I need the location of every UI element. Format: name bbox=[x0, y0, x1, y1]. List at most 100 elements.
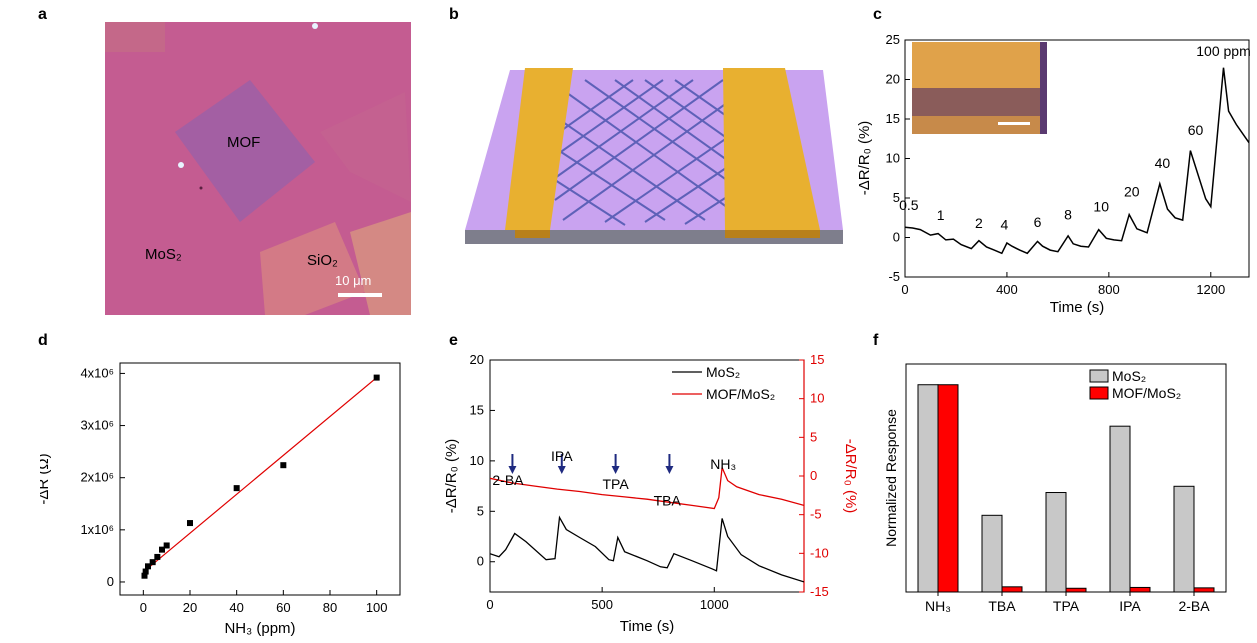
plot-frame-d bbox=[119, 362, 401, 596]
y-tick-label: 0 bbox=[893, 230, 900, 245]
scale-bar-label: 10 μm bbox=[335, 273, 372, 288]
y-axis-label-c: -ΔR/R₀ (%) bbox=[856, 121, 873, 196]
concentration-label: 4 bbox=[1000, 217, 1008, 233]
mos2-label: MoS₂ bbox=[145, 246, 182, 263]
y-tick-label-left: 15 bbox=[470, 402, 484, 417]
concentration-label: 100 ppm bbox=[1196, 43, 1250, 59]
y-tick-label-left: 5 bbox=[477, 503, 484, 518]
category-label: NH₃ bbox=[925, 598, 951, 614]
analyte-label: NH₃ bbox=[710, 456, 736, 472]
y-tick-label: 20 bbox=[886, 72, 900, 87]
bar-mos2 bbox=[1109, 425, 1131, 593]
y-tick-label: 4x10⁶ bbox=[80, 365, 114, 380]
x-tick-label: 1000 bbox=[700, 597, 729, 612]
concentration-label: 6 bbox=[1034, 214, 1042, 230]
x-tick-label: 60 bbox=[276, 600, 290, 615]
concentration-label: 60 bbox=[1188, 122, 1204, 138]
y-tick-label-right: -15 bbox=[810, 584, 829, 599]
bar-mos2 bbox=[917, 384, 939, 593]
data-point bbox=[145, 563, 151, 570]
legend-swatch-mos2-f bbox=[1089, 369, 1109, 383]
x-tick-label: 500 bbox=[591, 597, 613, 612]
x-tick-label: 100 bbox=[366, 600, 388, 615]
bar-mof-mos2 bbox=[1129, 586, 1151, 593]
x-axis-label-d: NH₃ (ppm) bbox=[224, 620, 295, 637]
data-point bbox=[142, 568, 149, 575]
bar-mof-mos2 bbox=[1001, 586, 1023, 593]
legend-label-mos2: MoS₂ bbox=[706, 364, 740, 380]
response-curve bbox=[905, 67, 1249, 255]
concentration-label: 8 bbox=[1064, 206, 1072, 222]
x-tick-label: 1200 bbox=[1196, 282, 1225, 297]
x-tick-label: 800 bbox=[1098, 282, 1120, 297]
category-label: IPA bbox=[1119, 598, 1141, 614]
bar-mof-mos2 bbox=[937, 384, 959, 593]
data-point bbox=[149, 559, 156, 566]
y-tick-label: 2x10⁶ bbox=[80, 470, 114, 485]
optical-micrograph: MOF MoS₂ SiO₂ 10 μm bbox=[105, 22, 411, 315]
y-axis-label-e-right: -ΔR/R₀ (%) bbox=[842, 439, 859, 514]
concentration-label: 20 bbox=[1124, 183, 1140, 199]
x-axis-label-c: Time (s) bbox=[1050, 299, 1104, 316]
y-tick-label: 25 bbox=[886, 32, 900, 47]
y-tick-label-left: 10 bbox=[470, 453, 484, 468]
analyte-label: 2-BA bbox=[492, 472, 524, 488]
x-tick-label: 0 bbox=[140, 600, 147, 615]
concentration-label: 2 bbox=[975, 215, 983, 231]
micrograph-image bbox=[105, 22, 411, 315]
injection-arrowhead bbox=[557, 466, 566, 474]
y-tick-label-right: -5 bbox=[810, 507, 822, 522]
bar-mof-mos2 bbox=[1193, 587, 1215, 593]
x-axis-label-e: Time (s) bbox=[620, 618, 674, 635]
x-tick-label: 0 bbox=[901, 282, 908, 297]
mof-label: MOF bbox=[227, 134, 261, 151]
concentration-label: 1 bbox=[937, 207, 945, 223]
y-tick-label: 3x10⁶ bbox=[80, 418, 114, 433]
x-tick-label: 0 bbox=[486, 597, 493, 612]
y-axis-label-e-left: -ΔR/R₀ (%) bbox=[443, 439, 460, 514]
y-tick-label-right: 5 bbox=[810, 429, 817, 444]
y-tick-label-right: 15 bbox=[810, 352, 824, 367]
mof-mos2-curve bbox=[490, 464, 804, 510]
y-axis-label-d: -ΔR (Ω) bbox=[40, 453, 52, 504]
panel-letter-d: d bbox=[38, 332, 48, 349]
device-schematic bbox=[465, 68, 843, 244]
bar-mos2 bbox=[981, 514, 1003, 593]
linear-fit-line bbox=[142, 377, 378, 573]
x-tick-label: 400 bbox=[996, 282, 1018, 297]
data-point bbox=[141, 572, 148, 579]
panel-letter-c: c bbox=[873, 6, 882, 23]
category-label: TBA bbox=[988, 598, 1016, 614]
y-tick-label-left: 20 bbox=[470, 352, 484, 367]
legend-label-mof-mos2: MOF/MoS₂ bbox=[706, 386, 775, 402]
injection-arrowhead bbox=[508, 466, 517, 474]
data-point bbox=[280, 462, 287, 469]
sio2-label: SiO₂ bbox=[307, 252, 338, 269]
y-tick-label: 1x10⁶ bbox=[80, 522, 114, 537]
y-tick-label-right: 10 bbox=[810, 391, 824, 406]
chart-panel-d: 0 20 40 60 80 100 0 1x10⁶ 2x10⁶ 3x10⁶ 4x10⁶ NH₃ (p… bbox=[40, 362, 401, 637]
y-tick-label-right: -10 bbox=[810, 545, 829, 560]
legend-swatch-mof-mos2-f bbox=[1089, 386, 1109, 400]
y-tick-label-left: 0 bbox=[477, 554, 484, 569]
data-point bbox=[373, 374, 380, 381]
bar-mos2 bbox=[1045, 492, 1067, 593]
bar-mof-mos2 bbox=[1065, 587, 1087, 593]
analyte-label: TBA bbox=[654, 492, 682, 508]
injection-arrowhead bbox=[611, 466, 620, 474]
y-tick-label: -5 bbox=[888, 269, 900, 284]
x-tick-label: 80 bbox=[323, 600, 337, 615]
y-tick-label: 10 bbox=[886, 151, 900, 166]
y-tick-label: 0 bbox=[107, 574, 114, 589]
legend-label-mos2-f: MoS₂ bbox=[1112, 368, 1146, 384]
panel-letter-e: e bbox=[449, 332, 458, 349]
mos2-curve bbox=[490, 515, 804, 583]
category-label: 2-BA bbox=[1178, 598, 1210, 614]
concentration-label: 40 bbox=[1155, 155, 1171, 171]
concentration-label: 10 bbox=[1093, 198, 1109, 214]
analyte-label: TPA bbox=[602, 476, 629, 492]
injection-arrowhead bbox=[665, 466, 674, 474]
y-tick-label-right: 0 bbox=[810, 468, 817, 483]
y-tick-label: 5 bbox=[893, 190, 900, 205]
